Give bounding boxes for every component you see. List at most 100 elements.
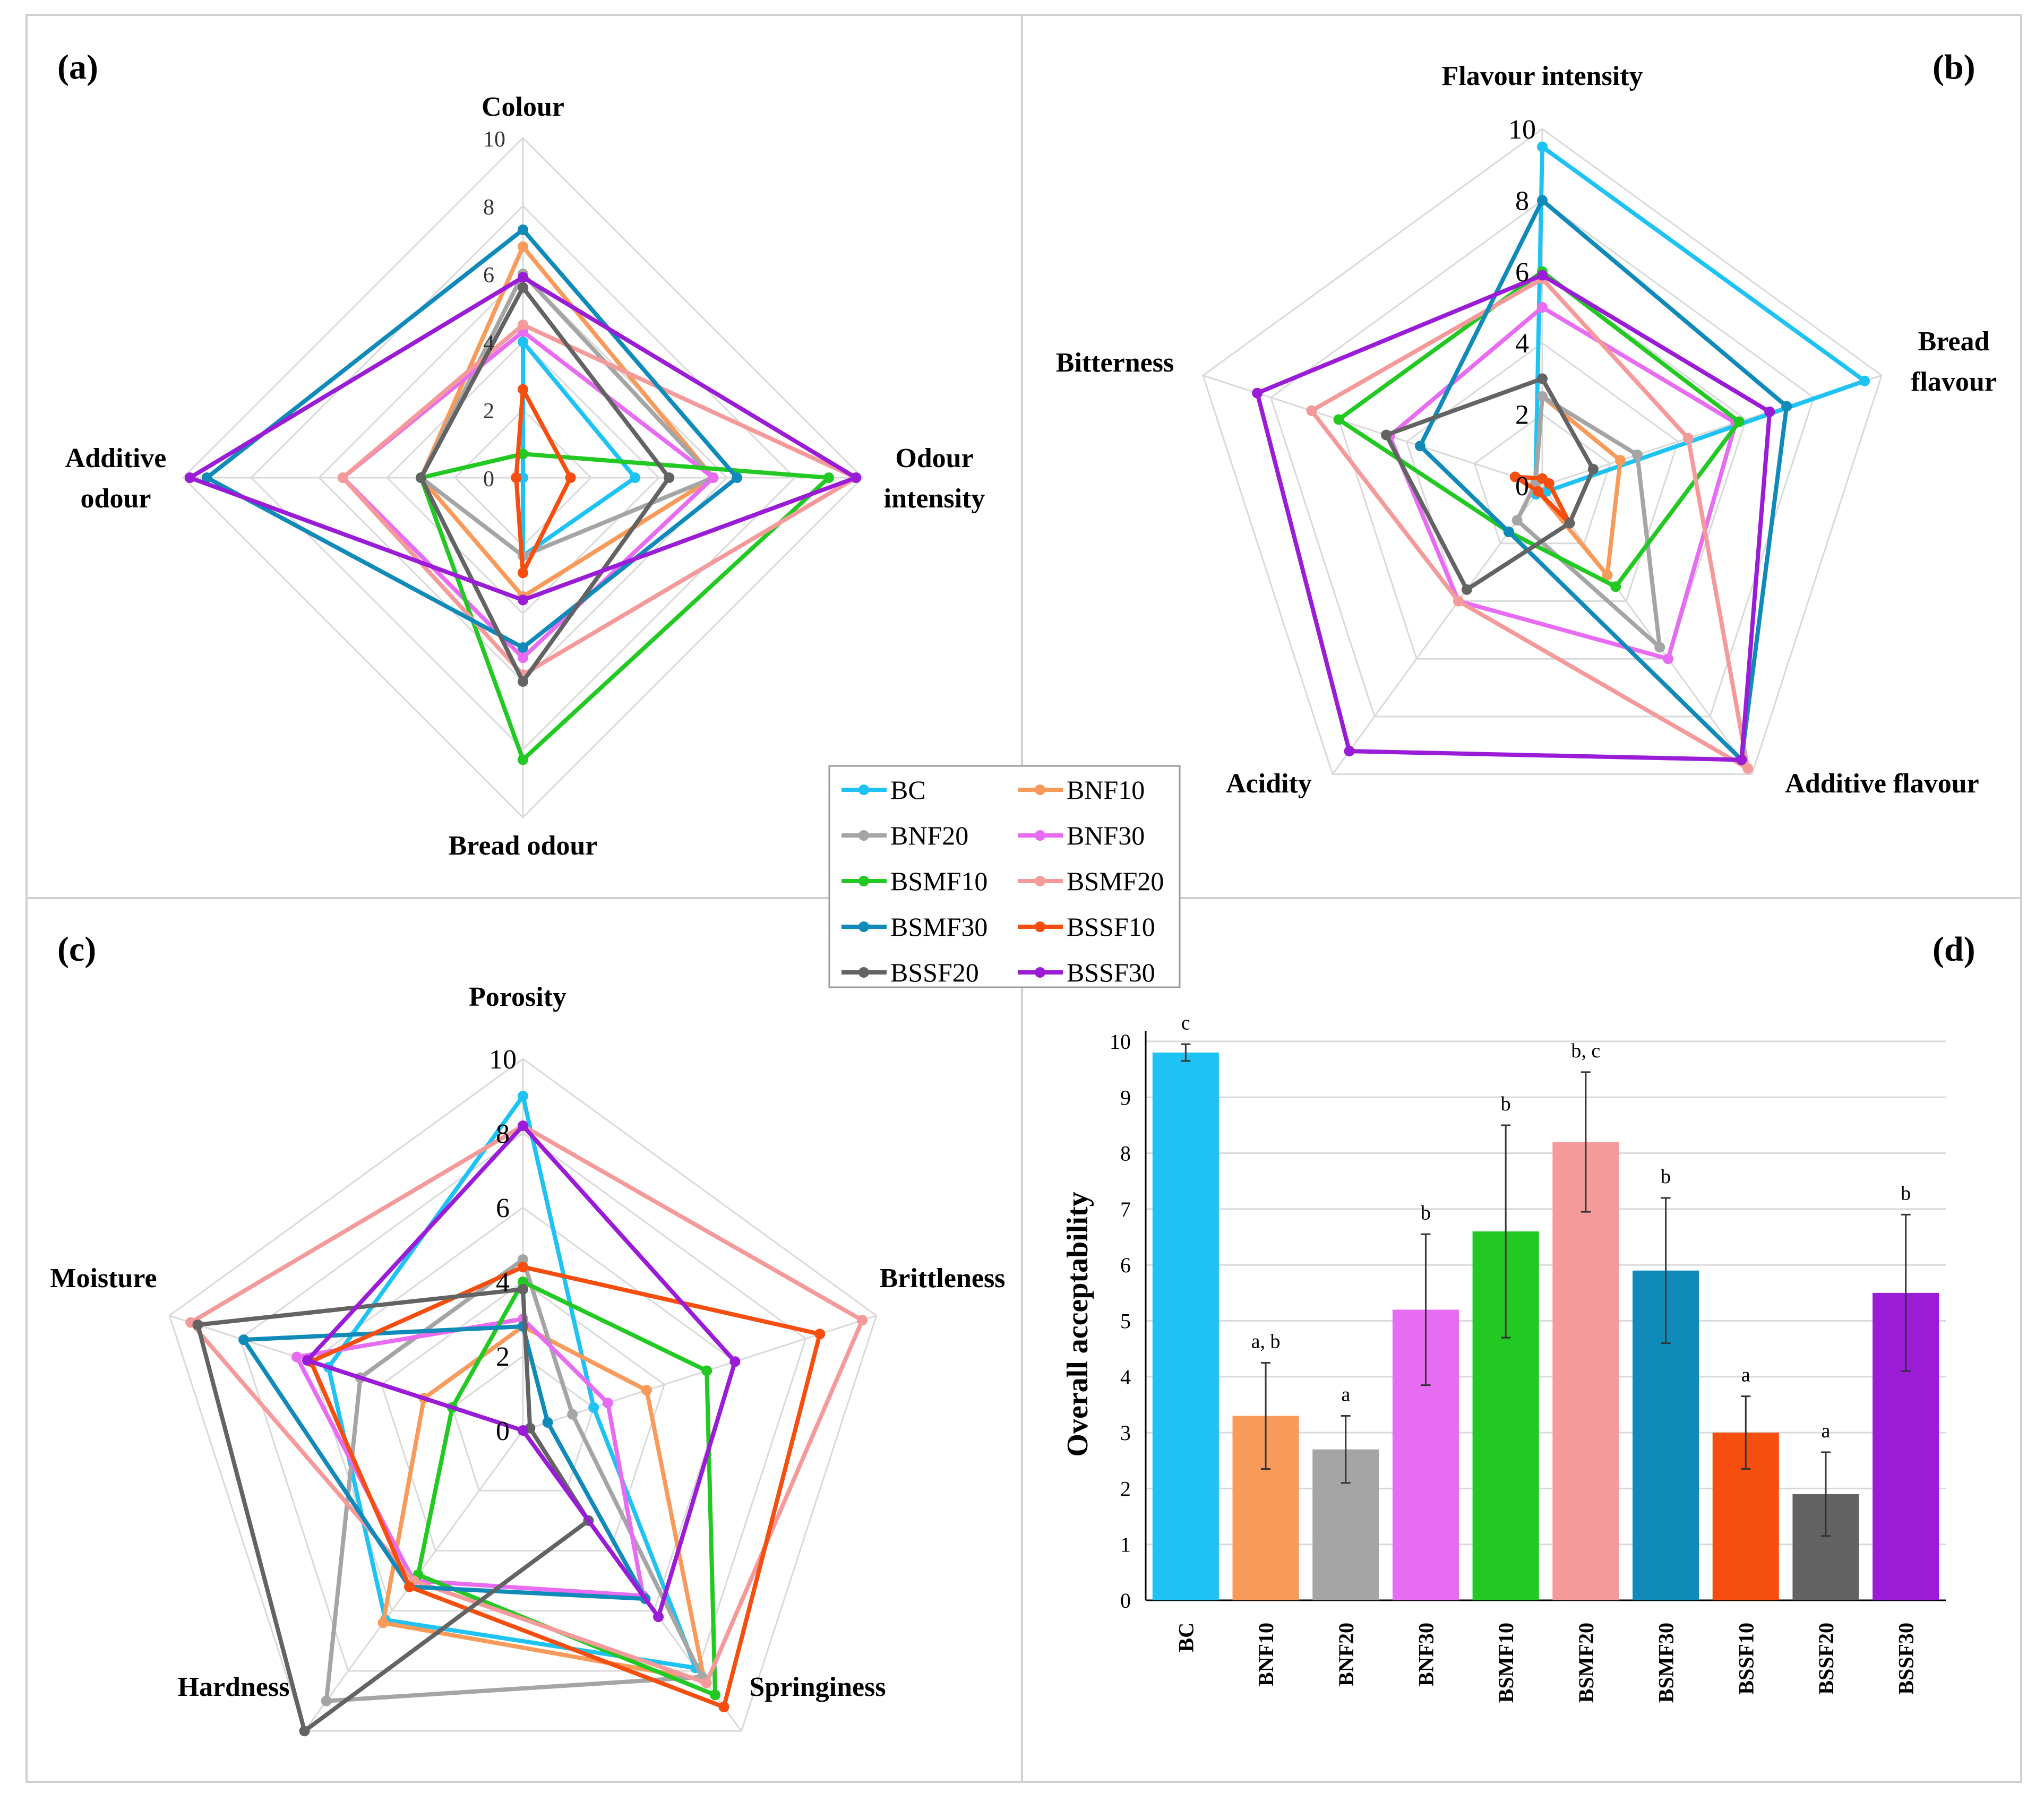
axis-label-brittleness: Brittleness [880,1263,1006,1294]
radar-chart-a: 0 2 4 6 8 10 Colour Odour intensity Bread odour Ad… [65,92,985,861]
series-line-bsmf10 [1336,269,1741,589]
legend-label-bnf20: BNF20 [890,821,968,850]
axis-label-bread-odour: Bread odour [449,831,598,861]
series-line-bssf30 [1255,273,1772,762]
data-point-bssf30 [729,1356,741,1367]
series-line-bssf20 [1384,376,1595,592]
data-point-bsmf10 [1610,581,1621,592]
bar-bc [1152,1053,1219,1600]
radar-tick-label: 8 [496,1119,510,1149]
data-point-bssf30 [518,272,528,283]
data-point-bnf10 [377,1617,389,1628]
data-point-bssf10 [518,384,528,395]
data-point-bsmf30 [518,224,528,235]
legend-marker-bssf20 [858,967,869,978]
significance-letter-bnf30: b [1421,1202,1431,1224]
data-point-bnf20 [567,1409,578,1420]
data-point-bssf10 [565,472,576,483]
bar-y-tick-label: 10 [1110,1030,1131,1054]
data-point-bssf10 [814,1329,826,1340]
bar-y-tick-label: 9 [1120,1085,1131,1109]
axis-label-bitterness: Bitterness [1056,348,1174,378]
legend: BC BNF10 BNF20 BNF30 BSMF10 BSMF20 BSMF30 BSSF1… [828,765,1181,988]
axis-label-additive-odour: Additive odour [65,443,167,514]
radar-tick-label: 4 [483,331,494,356]
series-line-bnf20 [1515,394,1662,650]
data-point-bssf30 [851,472,862,483]
legend-label-bnf30: BNF30 [1067,821,1145,850]
data-point-bssf30 [1252,387,1263,399]
data-point-bnf20 [518,1254,528,1265]
legend-marker-bssf10 [1035,921,1045,932]
data-point-bnf10 [1602,570,1613,581]
significance-letter-bssf30: b [1901,1182,1911,1204]
data-point-bsmf20 [1682,433,1694,444]
data-point-bssf30 [1537,270,1548,281]
data-point-bsmf20 [1742,763,1754,774]
data-point-bssf20 [518,676,528,687]
grid-ring [380,1281,666,1552]
axis-label-springiness: Springiness [749,1672,886,1702]
data-point-bssf10 [511,472,522,483]
significance-letter-bsmf30: b [1661,1166,1671,1188]
data-point-bnf30 [518,652,528,663]
bar-category-label-bssf20: BSSF20 [1814,1623,1838,1695]
series-line-bnf20 [419,272,716,558]
data-point-bsmf30 [238,1334,250,1346]
data-point-bssf20 [518,1284,528,1295]
bar-category-label-bnf30: BNF30 [1414,1623,1438,1686]
bar-category-label-bnf10: BNF10 [1254,1623,1278,1686]
radar-tick-label: 8 [483,195,494,220]
radar-chart-c: 0 2 4 6 8 10 Porosity Brittleness Springiness Har… [50,982,1006,1737]
radar-tick-label: 0 [496,1416,510,1446]
data-point-bnf30 [602,1398,613,1409]
bar-category-label-bsmf30: BSMF30 [1654,1623,1678,1703]
data-point-bssf20 [1587,463,1599,475]
data-point-bsmf20 [1453,596,1464,607]
bar-y-tick-label: 5 [1120,1309,1131,1333]
data-point-bnf20 [1631,449,1643,460]
series-line-bsmf20 [188,1124,865,1685]
series-line-bsmf20 [1309,277,1750,771]
data-point-bssf20 [1537,373,1548,384]
data-point-bsmf10 [701,1365,712,1376]
data-point-bssf30 [302,1355,313,1366]
data-point-bc [518,1091,528,1101]
axis-label-bread-flavour: Bread flavour [1911,326,1997,397]
data-point-bsmf30 [1503,526,1514,537]
series-line-bsmf30 [1418,198,1789,762]
radar-tick-label: 0 [483,467,494,492]
radar-tick-label: 4 [496,1268,510,1298]
bar-y-tick-label: 2 [1120,1477,1131,1501]
data-point-bssf20 [664,472,675,483]
series-line-bnf30 [1387,305,1738,661]
series-line-bnf10 [381,1324,707,1683]
significance-letter-bnf20: a [1341,1384,1350,1406]
significance-letter-bnf10: a, b [1251,1330,1281,1352]
data-point-bssf30 [184,472,195,483]
data-point-bssf30 [518,1120,528,1131]
legend-label-bsmf20: BSMF20 [1067,866,1164,896]
bar-y-axis-label: Overall acceptability [1061,1192,1094,1456]
legend-label-bsmf30: BSMF30 [890,912,987,942]
legend-box [828,765,1181,988]
legend-marker-bssf30 [1035,967,1045,978]
series-line-bsmf10 [419,452,831,762]
bar-y-tick-label: 6 [1120,1253,1131,1277]
legend-marker-bsmf30 [858,921,869,932]
significance-letter-bssf10: a [1741,1364,1750,1386]
data-point-bssf10 [718,1702,729,1713]
axis-label-flavour-intensity: Flavour intensity [1442,61,1643,91]
bar-bsmf20 [1552,1142,1619,1600]
radar-tick-label: 6 [1515,257,1529,288]
data-point-bnf10 [641,1385,652,1396]
data-point-bssf10 [1509,471,1521,482]
bar-category-label-bsmf10: BSMF10 [1494,1623,1518,1703]
data-point-bsmf10 [1733,416,1745,427]
bar-category-label-bc: BC [1174,1623,1198,1652]
legend-label-bsmf10: BSMF10 [890,866,987,896]
series-line-bssf20 [195,1287,591,1734]
significance-letter-bssf20: a [1822,1420,1831,1442]
legend-marker-bnf30 [1035,830,1045,841]
data-point-bc [518,337,528,347]
